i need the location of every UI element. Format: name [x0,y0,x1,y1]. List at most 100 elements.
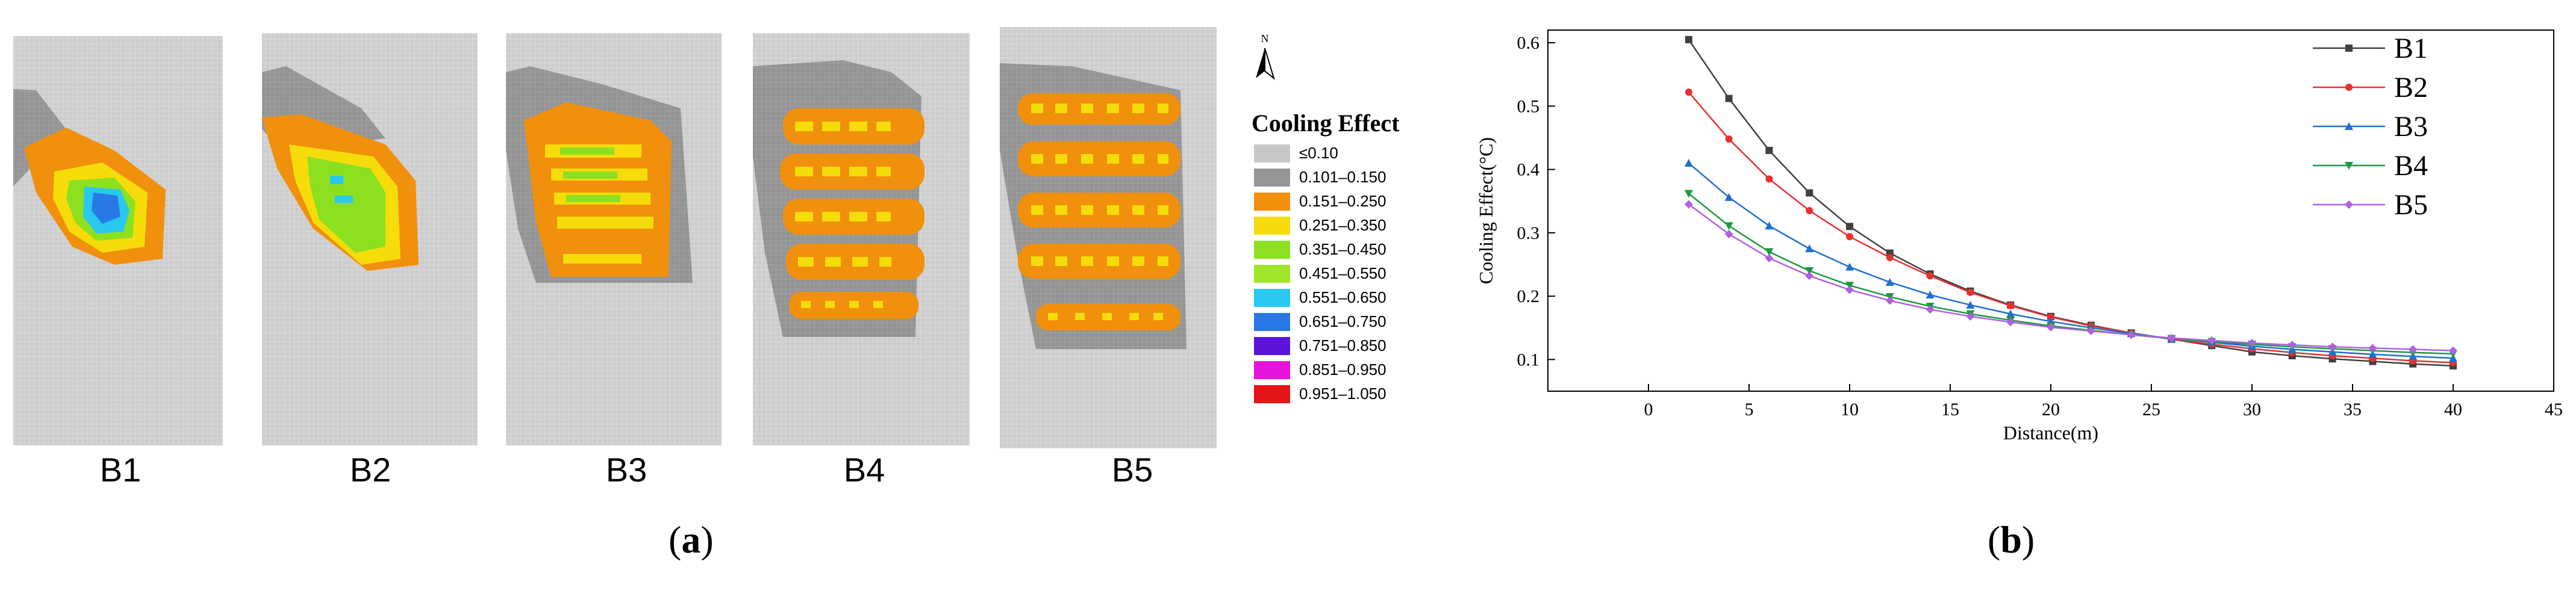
cooling-line-chart: 0 5 10 15 20 25 30 35 40 450.10.20.30.40.50.6 B1B… [1475,29,2563,444]
panel-b: 0 5 10 15 20 25 30 35 40 45 0.1 0.2 0.3 0.4 0.5 0.6 B1 B… [1458,0,2576,591]
data-point [2006,309,2015,318]
map-b5: B5 [1000,27,1217,489]
y-tick-label: 0.2 [1517,286,1540,306]
legend-swatch [1254,144,1290,162]
data-point [1725,94,1733,102]
data-point [2047,313,2054,321]
series-line [1688,203,2454,351]
data-point [1926,305,1935,314]
data-point [1806,207,1813,214]
chart-legend: B1 B2 B3 B4 B5 [2313,32,2428,221]
legend-label: 0.951–1.050 [1299,385,1386,403]
legend-series-label: B4 [2394,150,2428,182]
x-tick-label: 35 [2344,400,2362,419]
y-tick-label: 0.6 [1517,33,1540,53]
data-point [1765,248,1774,256]
x-tick-label: 15 [1941,400,1959,419]
y-tick-label: 0.5 [1517,96,1540,116]
data-point [1926,291,1935,299]
data-point [1724,222,1733,230]
map-b1-label: B1 [100,451,142,489]
legend-label: 0.851–0.950 [1299,360,1386,379]
data-point [2288,341,2297,350]
map-b2-zone-0551a [330,176,343,184]
legend-label: 0.101–0.150 [1299,168,1386,186]
map-b1-zone-0651 [92,193,120,224]
data-point [1845,285,1854,294]
map-b2: B2 [262,33,478,489]
data-point [2207,336,2216,345]
data-point [2167,333,2176,342]
data-point [2345,162,2353,170]
legend-label: 0.151–0.250 [1299,192,1386,210]
north-arrow-icon: N [1256,32,1275,80]
data-point [1805,267,1814,275]
series-line [1688,193,2454,355]
data-point [1684,200,1693,209]
data-point [1724,229,1733,238]
data-point [1805,271,1814,280]
y-axis-title: Cooling Effect(°C) [1475,137,1497,284]
legend-label: ≤0.10 [1299,144,1338,162]
data-point [1685,36,1692,43]
map-b4: B4 [753,33,970,489]
data-point [1684,159,1693,167]
panel-a: B1 B2 B3 [13,27,1400,562]
x-tick-label: 40 [2444,400,2462,419]
map-b5-row2 [1018,141,1180,176]
series-b1 [1685,36,2457,370]
data-point [1765,147,1773,154]
data-point [2368,344,2377,353]
x-tick-label: 25 [2142,400,2160,419]
data-point [2086,327,2095,335]
data-point [1926,272,1934,280]
legend-entry-b5: B5 [2313,189,2428,221]
legend-items: ≤0.10 0.101–0.150 0.151–0.250 0.251–0.350 0.… [1254,144,1386,403]
panel-a-label-open: ( [669,518,682,561]
panel-b-label-close: ) [2021,518,2035,561]
legend-swatch [1254,289,1290,307]
map-b5-label: B5 [1112,451,1153,489]
data-point [1685,88,1692,96]
legend-entry-b2: B2 [2313,72,2428,104]
x-tick-label: 10 [1841,400,1859,419]
data-point [1966,288,1974,296]
data-point [1805,244,1814,253]
map-legend: Cooling Effect ≤0.10 0.101–0.150 0.151–0.2… [1252,110,1400,403]
x-axis-title: Distance(m) [2003,422,2098,444]
chart-series [1684,36,2457,370]
data-point [2248,339,2256,347]
data-point [1765,175,1773,183]
panel-a-label: (a) [669,518,714,562]
map-b2-zone-0351 [307,156,385,253]
map-b3-green1 [560,147,614,155]
y-tick-label: 0.4 [1517,160,1540,180]
data-point [2345,84,2353,91]
map-b3: B3 [506,33,722,489]
data-point [1684,190,1693,198]
legend-swatch [1254,337,1290,355]
map-b5-hotspots [1031,104,1168,320]
data-point [1966,300,1975,309]
x-tick-label: 0 [1644,400,1653,419]
legend-label: 0.251–0.350 [1299,216,1386,234]
data-point [1885,296,1894,305]
legend-swatch [1254,169,1290,187]
legend-swatch [1254,385,1290,403]
series-b5 [1684,200,2457,355]
series-b4 [1684,190,2457,358]
map-b3-label: B3 [606,451,647,489]
y-tick-label: 0.1 [1517,350,1540,370]
panel-b-label-open: ( [1988,518,2001,561]
data-point [1846,223,1853,230]
legend-series-label: B1 [2394,32,2428,64]
x-tick-label: 45 [2545,400,2563,419]
map-b1: B1 [13,36,223,489]
legend-label: 0.551–0.650 [1299,288,1386,306]
legend-label: 0.651–0.750 [1299,312,1386,330]
map-b4-hotspots [795,122,891,308]
data-point [1725,135,1733,143]
legend-series-label: B2 [2394,72,2428,104]
data-point [1765,253,1774,262]
map-b5-row3 [1018,193,1180,227]
